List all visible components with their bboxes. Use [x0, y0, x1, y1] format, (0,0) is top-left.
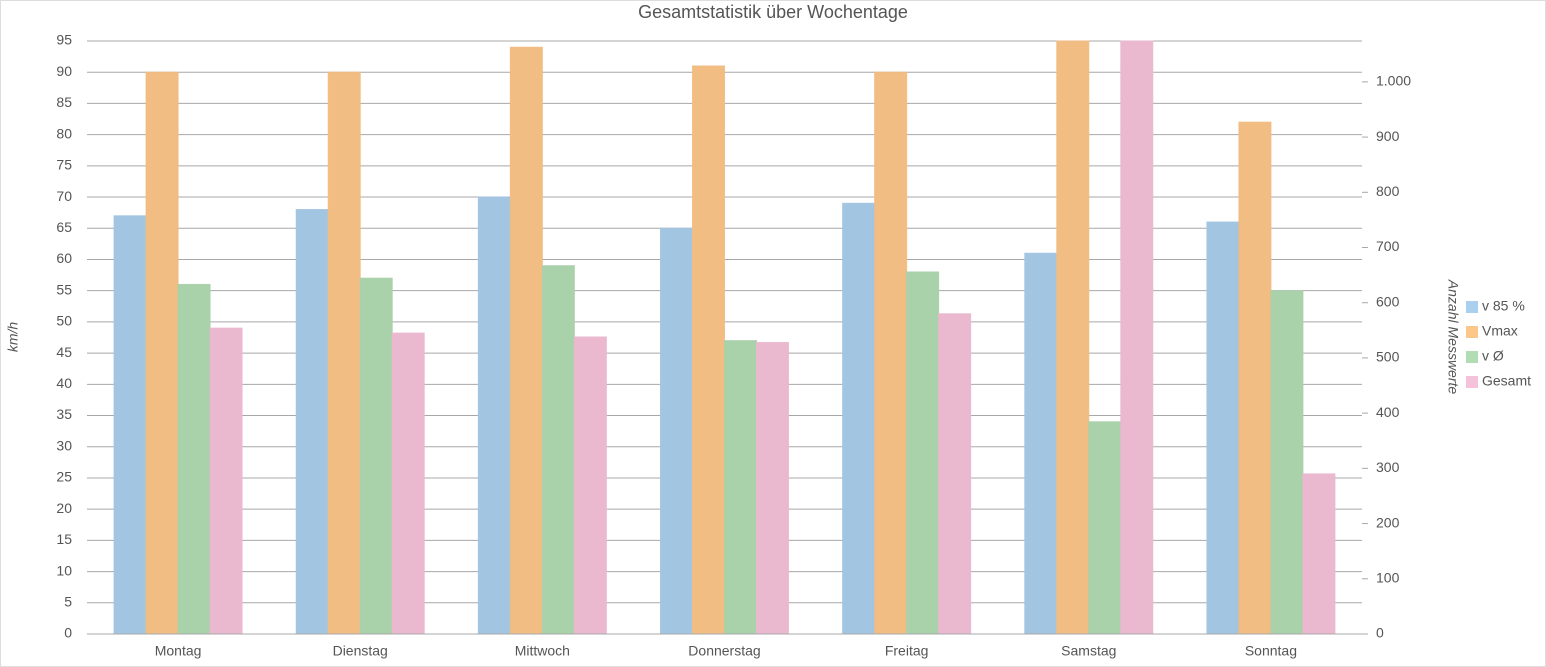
- y-tick-label: 45: [56, 344, 72, 360]
- y-tick-label: 95: [56, 32, 72, 48]
- bar: [359, 277, 393, 635]
- y-tick-label: 35: [56, 406, 72, 422]
- bar: [1056, 40, 1090, 635]
- y2-tick-label: 100: [1376, 569, 1400, 585]
- legend-swatch: [1466, 351, 1478, 363]
- y-tick-label: 10: [56, 562, 72, 578]
- y-tick-label: 75: [56, 157, 72, 173]
- bar: [113, 215, 147, 635]
- y2-tick-label: 600: [1376, 293, 1400, 309]
- bar: [1024, 252, 1058, 635]
- bar: [209, 327, 243, 635]
- legend-swatch: [1466, 376, 1478, 388]
- bar: [391, 332, 425, 635]
- x-tick-label: Mittwoch: [515, 643, 570, 659]
- bar: [509, 46, 543, 635]
- bar: [938, 313, 972, 635]
- y2-tick-label: 400: [1376, 404, 1400, 420]
- bar: [874, 71, 908, 635]
- bar: [477, 196, 511, 635]
- y-tick-label: 90: [56, 63, 72, 79]
- y2-tick-label: 300: [1376, 459, 1400, 475]
- bar: [327, 71, 361, 635]
- chart-title: Gesamtstatistik über Wochentage: [638, 2, 908, 22]
- bar: [756, 341, 789, 635]
- x-tick-label: Donnerstag: [688, 643, 760, 659]
- y2-tick-label: 700: [1376, 238, 1400, 254]
- y-tick-label: 55: [56, 281, 72, 297]
- x-tick-label: Sonntag: [1245, 643, 1297, 659]
- bar: [541, 265, 575, 635]
- bar: [145, 71, 179, 635]
- y2-tick-label: 0: [1376, 625, 1384, 641]
- x-tick-label: Freitag: [885, 643, 929, 659]
- y-tick-label: 80: [56, 125, 72, 141]
- y-tick-label: 15: [56, 531, 72, 547]
- bar: [660, 227, 693, 635]
- bar: [906, 271, 940, 635]
- y2-tick-label: 800: [1376, 183, 1400, 199]
- y2-tick-label: 500: [1376, 349, 1400, 365]
- y-tick-label: 50: [56, 313, 72, 329]
- x-tick-label: Samstag: [1061, 643, 1116, 659]
- bar: [724, 340, 757, 635]
- y-tick-label: 0: [64, 625, 72, 641]
- bar: [177, 283, 211, 635]
- y-tick-label: 40: [56, 375, 72, 391]
- y2-axis-title: Anzahl Messwerte: [1445, 279, 1461, 395]
- x-tick-label: Montag: [155, 643, 202, 659]
- bar: [1238, 121, 1272, 635]
- y2-tick-label: 900: [1376, 128, 1400, 144]
- y-tick-label: 25: [56, 469, 72, 485]
- bar: [1120, 40, 1154, 635]
- y-tick-label: 65: [56, 219, 72, 235]
- legend-swatch: [1466, 326, 1478, 338]
- bar: [1088, 421, 1122, 635]
- bar: [1302, 473, 1336, 635]
- y2-tick-label: 200: [1376, 514, 1400, 530]
- y-axis-title: km/h: [5, 322, 21, 353]
- y-tick-label: 85: [56, 94, 72, 110]
- legend-label: Vmax: [1482, 323, 1518, 339]
- bar: [842, 202, 876, 635]
- bar: [573, 336, 607, 635]
- y-tick-label: 60: [56, 250, 72, 266]
- y2-tick-label: 1.000: [1376, 73, 1411, 89]
- bar: [1206, 221, 1240, 635]
- y-tick-label: 20: [56, 500, 72, 516]
- legend-label: Gesamt: [1482, 373, 1531, 389]
- legend-label: v Ø: [1482, 348, 1504, 364]
- x-tick-label: Dienstag: [333, 643, 388, 659]
- legend-swatch: [1466, 301, 1478, 313]
- bar: [1270, 290, 1304, 635]
- y-tick-label: 5: [64, 593, 72, 609]
- y-tick-label: 70: [56, 188, 72, 204]
- bar: [295, 209, 329, 635]
- bar: [692, 65, 725, 635]
- y-tick-label: 30: [56, 437, 72, 453]
- legend-label: v 85 %: [1482, 298, 1525, 314]
